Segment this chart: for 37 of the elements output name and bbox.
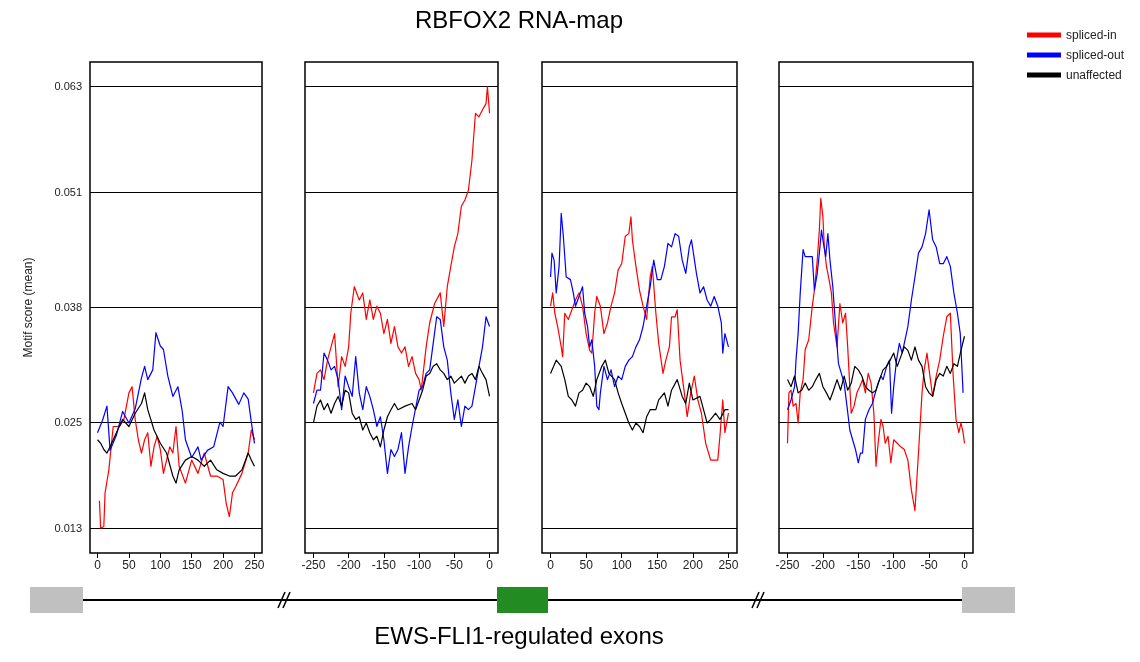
x-tick-label: -50: [920, 558, 939, 572]
x-tick-label: 0: [94, 558, 102, 572]
x-tick-label: -200: [336, 558, 361, 572]
legend-label: spliced-out: [1065, 48, 1125, 62]
x-tick-label: 0: [547, 558, 555, 572]
y-tick-label: 0.025: [54, 416, 82, 429]
x-tick-label: -50: [445, 558, 464, 572]
line-series: [98, 386, 256, 529]
x-tick-label: 150: [647, 558, 668, 572]
text: RBFOX2 RNA-map: [413, 6, 624, 34]
x-tick-label: 200: [682, 558, 704, 572]
x-tick-label: 150: [181, 558, 203, 572]
x-tick-label: 0: [961, 558, 969, 572]
line-series: [96, 332, 256, 461]
text: EWS-FLI1-regulated exons: [373, 622, 665, 650]
y-tick-label: 0.063: [54, 79, 82, 92]
y-tick-label: 0.013: [54, 522, 82, 535]
x-tick-label: 0: [486, 558, 494, 572]
x-tick-label: -200: [810, 558, 836, 572]
x-tick-label: -250: [775, 558, 800, 572]
x-tick-label: 100: [611, 558, 633, 572]
x-tick-label: 50: [579, 558, 594, 572]
legend-label: unaffected: [1065, 68, 1122, 82]
x-tick-label: 200: [213, 558, 234, 572]
x-tick-label: -100: [881, 558, 907, 572]
y-tick-label: 0.038: [54, 301, 82, 314]
x-tick-label: 100: [150, 558, 171, 572]
x-tick-label: -100: [407, 558, 432, 572]
x-tick-label: 250: [244, 558, 265, 572]
legend-label: spliced-in: [1065, 28, 1117, 42]
x-tick-label: -250: [301, 558, 326, 572]
x-tick-label: 50: [122, 558, 136, 572]
y-tick-label: 0.051: [54, 186, 82, 199]
x-tick-label: -150: [846, 558, 871, 572]
y-axis-title: Motif score (mean): [21, 257, 35, 358]
x-tick-label: -150: [371, 558, 397, 572]
x-tick-label: 250: [718, 558, 739, 572]
